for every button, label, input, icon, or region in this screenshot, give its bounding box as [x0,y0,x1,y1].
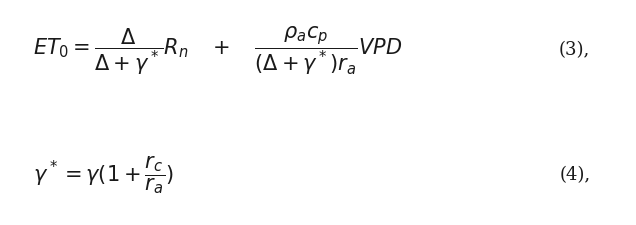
Text: (3),: (3), [559,41,590,59]
Text: $ET_0= \dfrac{\Delta}{\Delta + \gamma^*}R_n \quad + \quad \dfrac{\rho_a c_p}{(\D: $ET_0= \dfrac{\Delta}{\Delta + \gamma^*}… [33,24,403,77]
Text: (4),: (4), [559,166,590,184]
Text: $\gamma^* = \gamma(1 + \dfrac{r_c}{r_a})$: $\gamma^* = \gamma(1 + \dfrac{r_c}{r_a})… [33,154,174,196]
